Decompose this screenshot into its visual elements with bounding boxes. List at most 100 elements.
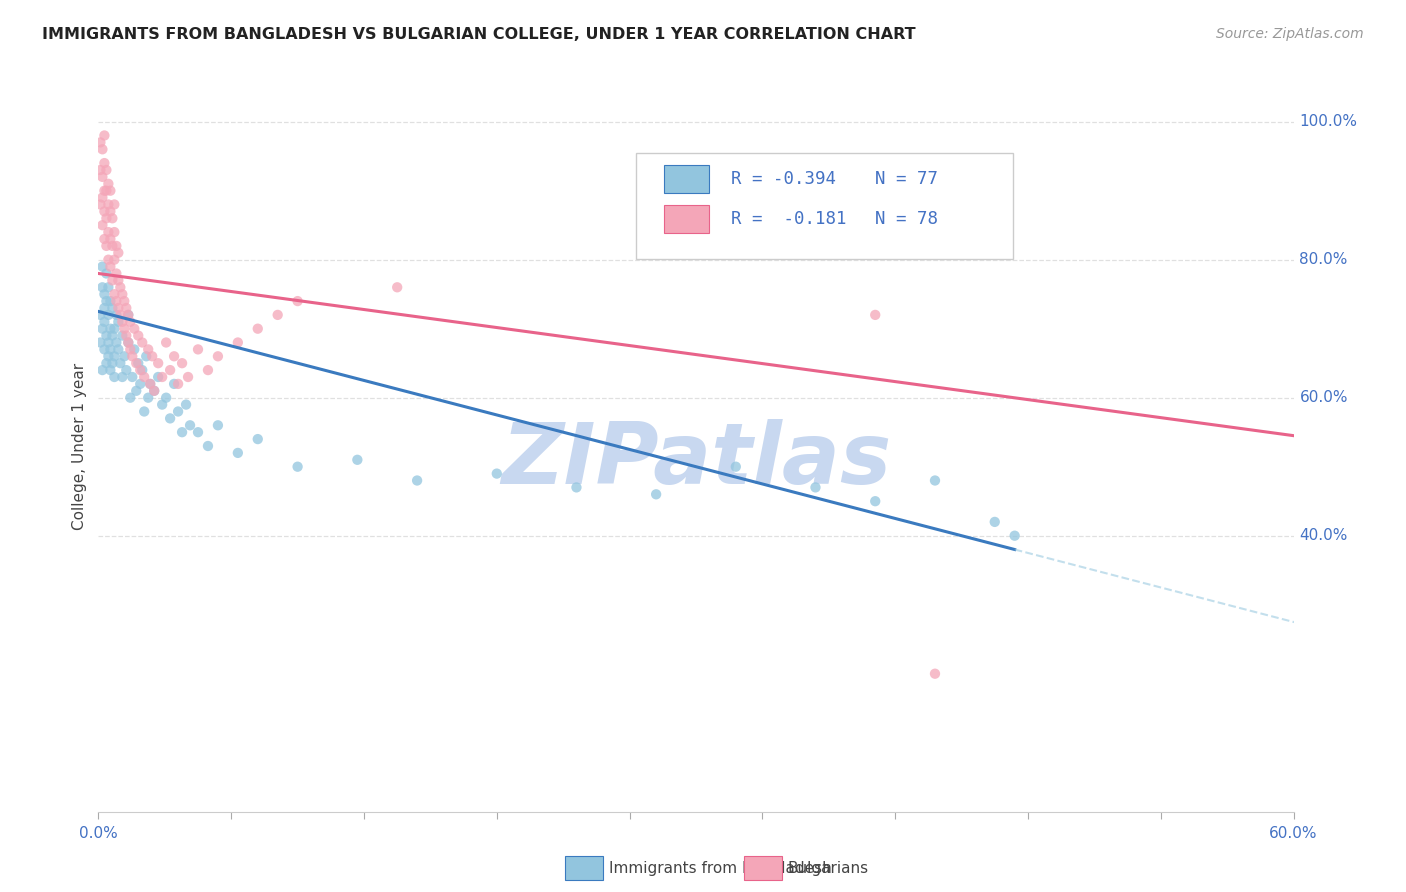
- Point: [804, 480, 827, 494]
- Y-axis label: College, Under 1 year: College, Under 1 year: [72, 362, 87, 530]
- Point: [103, 370, 125, 384]
- Text: Bulgarians: Bulgarians: [787, 861, 869, 876]
- Point: [346, 452, 368, 467]
- Point: [115, 363, 138, 377]
- Point: [107, 301, 129, 315]
- Point: [159, 411, 181, 425]
- Text: Source: ZipAtlas.com: Source: ZipAtlas.com: [1216, 27, 1364, 41]
- Point: [1004, 529, 1026, 543]
- Point: [91, 218, 114, 232]
- Point: [167, 376, 190, 391]
- Point: [148, 370, 170, 384]
- Point: [101, 328, 124, 343]
- Point: [89, 136, 111, 150]
- Point: [135, 349, 157, 363]
- Point: [98, 232, 122, 246]
- Point: [179, 418, 201, 433]
- Point: [97, 177, 120, 191]
- Point: [93, 156, 115, 170]
- Text: 80.0%: 80.0%: [1299, 252, 1348, 268]
- Point: [127, 356, 149, 370]
- Point: [136, 391, 159, 405]
- Point: [112, 321, 135, 335]
- Point: [97, 252, 120, 267]
- FancyBboxPatch shape: [744, 856, 782, 880]
- Point: [150, 398, 173, 412]
- Point: [207, 418, 229, 433]
- Point: [110, 308, 132, 322]
- Point: [103, 287, 125, 301]
- Text: N = 77: N = 77: [876, 170, 938, 188]
- Point: [139, 376, 162, 391]
- Text: ZIPatlas: ZIPatlas: [501, 419, 891, 502]
- Point: [91, 260, 114, 274]
- Text: 60.0%: 60.0%: [1299, 390, 1348, 405]
- Point: [93, 287, 115, 301]
- Point: [107, 315, 129, 329]
- Point: [115, 328, 138, 343]
- Point: [103, 225, 125, 239]
- Point: [96, 356, 118, 370]
- Point: [117, 335, 139, 350]
- Point: [111, 315, 134, 329]
- Point: [406, 474, 429, 488]
- Point: [246, 432, 269, 446]
- Point: [110, 280, 132, 294]
- Point: [93, 232, 115, 246]
- Point: [565, 480, 588, 494]
- Point: [724, 459, 747, 474]
- Point: [89, 335, 111, 350]
- Point: [96, 239, 118, 253]
- Point: [103, 321, 125, 335]
- Point: [163, 376, 186, 391]
- Point: [105, 239, 128, 253]
- Point: [107, 343, 129, 357]
- Point: [97, 225, 120, 239]
- Point: [96, 267, 118, 281]
- Point: [117, 308, 139, 322]
- Point: [134, 404, 156, 418]
- Text: 40.0%: 40.0%: [1299, 528, 1348, 543]
- Point: [197, 439, 219, 453]
- Point: [124, 321, 146, 335]
- Point: [97, 349, 120, 363]
- Point: [120, 315, 142, 329]
- Point: [111, 370, 134, 384]
- Point: [163, 349, 186, 363]
- Point: [924, 474, 946, 488]
- Point: [96, 328, 118, 343]
- Point: [226, 446, 249, 460]
- Point: [131, 335, 153, 350]
- Point: [112, 349, 135, 363]
- Point: [177, 370, 200, 384]
- Point: [865, 308, 887, 322]
- Point: [101, 356, 124, 370]
- Point: [167, 404, 190, 418]
- Point: [97, 308, 120, 322]
- Point: [96, 163, 118, 178]
- Point: [105, 267, 128, 281]
- Point: [984, 515, 1007, 529]
- Point: [91, 142, 114, 156]
- Point: [155, 335, 177, 350]
- Point: [107, 245, 129, 260]
- Point: [98, 321, 122, 335]
- Point: [159, 363, 181, 377]
- Point: [98, 204, 122, 219]
- Point: [155, 391, 177, 405]
- Text: R =  -0.181: R = -0.181: [731, 211, 846, 228]
- Point: [101, 301, 124, 315]
- Point: [96, 294, 118, 309]
- Text: 100.0%: 100.0%: [1299, 114, 1358, 129]
- Point: [141, 349, 163, 363]
- Point: [131, 363, 153, 377]
- Point: [129, 376, 152, 391]
- Point: [134, 370, 156, 384]
- Point: [91, 191, 114, 205]
- Point: [187, 425, 209, 440]
- Point: [287, 294, 309, 309]
- Point: [197, 363, 219, 377]
- Point: [91, 169, 114, 184]
- Point: [125, 356, 148, 370]
- Point: [97, 197, 120, 211]
